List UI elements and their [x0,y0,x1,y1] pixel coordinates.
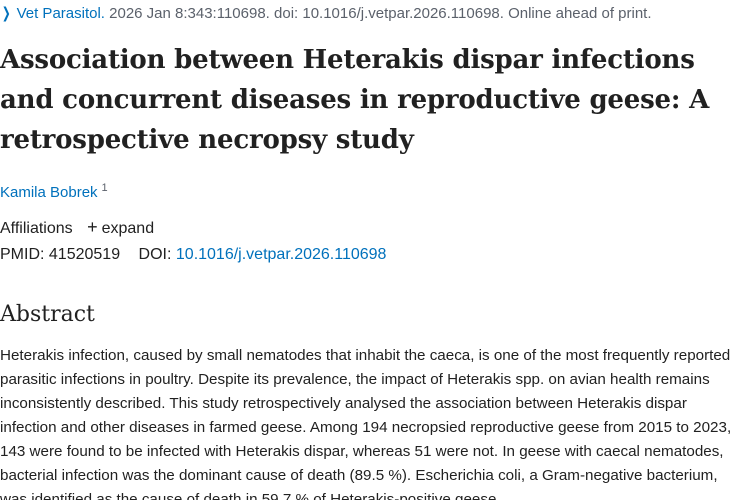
doi-link[interactable]: 10.1016/j.vetpar.2026.110698 [175,246,387,263]
abstract-heading: Abstract [0,302,95,327]
citation-details: 2026 Jan 8:343:110698. doi: 10.1016/j.ve… [104,5,652,22]
citation-line: ❯ Vet Parasitol. 2026 Jan 8:343:110698. d… [0,4,652,24]
expand-affiliations-button[interactable]: + expand [87,217,155,237]
author-link[interactable]: Kamila Bobrek [0,184,98,201]
doi-label: DOI: [138,246,172,263]
affiliation-number[interactable]: 1 [101,182,108,194]
author-list: Kamila Bobrek 1 [0,178,108,203]
pmid-value: 41520519 [48,246,121,263]
identifiers-row: PMID: 41520519 DOI: 10.1016/j.vetpar.202… [0,245,386,265]
affiliations-row: Affiliations + expand [0,217,154,239]
article-title: Association between Heterakis dispar inf… [0,45,710,155]
pmid-label: PMID: [0,246,45,263]
plus-icon: + [87,217,98,237]
abstract-text: Heterakis infection, caused by small nem… [0,347,732,500]
affiliations-label: Affiliations [0,220,73,237]
chevron-right-icon[interactable]: ❯ [1,5,11,22]
expand-label: expand [101,220,155,237]
journal-link[interactable]: Vet Parasitol. [16,5,105,22]
